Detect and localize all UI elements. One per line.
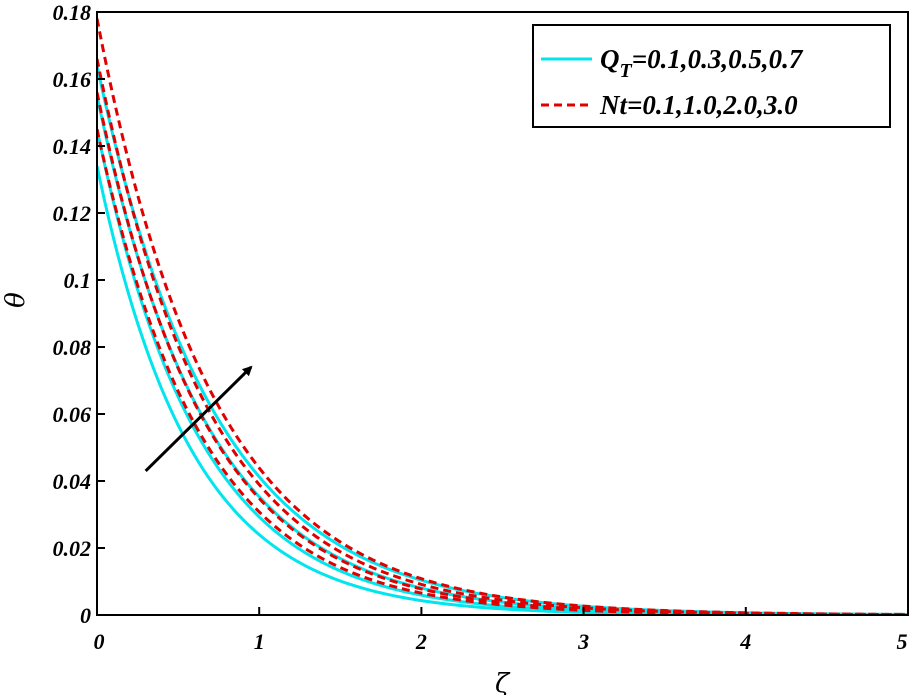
legend-qt-rest: =0.1,0.3,0.5,0.7 xyxy=(632,44,804,74)
y-tick-label: 0.06 xyxy=(53,402,92,427)
trend-arrow xyxy=(144,365,253,473)
y-tick-label: 0.14 xyxy=(53,134,92,159)
x-tick-label: 5 xyxy=(897,629,908,654)
series-line-nt-0.1 xyxy=(97,128,908,615)
x-tick-label: 0 xyxy=(94,629,105,654)
x-tick-label: 3 xyxy=(577,629,589,654)
legend-entry-nt: Nt=0.1,1.0,2.0,3.0 xyxy=(599,90,798,120)
series-line-nt-1 xyxy=(97,92,908,615)
y-tick-label: 0.02 xyxy=(53,536,92,561)
y-tick-label: 0.1 xyxy=(64,268,92,293)
y-axis-label: θ xyxy=(1,292,31,308)
series-line-qt-0.5 xyxy=(97,95,908,615)
legend-qt-sub: T xyxy=(620,60,633,82)
series-line-qt-0.3 xyxy=(97,128,908,615)
x-tick-label: 1 xyxy=(254,629,265,654)
series-line-nt-3 xyxy=(97,18,908,615)
y-axis-ticks: 0 0.02 0.04 0.06 0.08 0.1 0.12 0.14 0.16 0.18 xyxy=(53,0,105,628)
y-tick-label: 0 xyxy=(80,603,91,628)
y-tick-label: 0.12 xyxy=(53,201,92,226)
legend-box xyxy=(532,24,891,128)
x-axis-ticks: 0 1 2 3 4 5 xyxy=(94,607,909,654)
x-tick-label: 4 xyxy=(739,629,751,654)
legend: QT=0.1,0.3,0.5,0.7 Nt=0.1,1.0,2.0,3.0 xyxy=(532,24,891,128)
y-tick-label: 0.16 xyxy=(53,67,92,92)
series-line-nt-2 xyxy=(97,58,908,615)
y-tick-label: 0.18 xyxy=(53,0,92,25)
series-line-qt-0.7 xyxy=(97,65,908,615)
x-tick-label: 2 xyxy=(415,629,427,654)
x-axis-label: ζ xyxy=(495,669,511,695)
series-line-qt-0.1 xyxy=(97,165,908,615)
legend-entry-qt: QT=0.1,0.3,0.5,0.7 xyxy=(600,44,804,82)
y-tick-label: 0.08 xyxy=(53,335,92,360)
y-tick-label: 0.04 xyxy=(53,469,92,494)
legend-qt-main: Q xyxy=(600,44,620,74)
plot-frame xyxy=(96,11,909,616)
